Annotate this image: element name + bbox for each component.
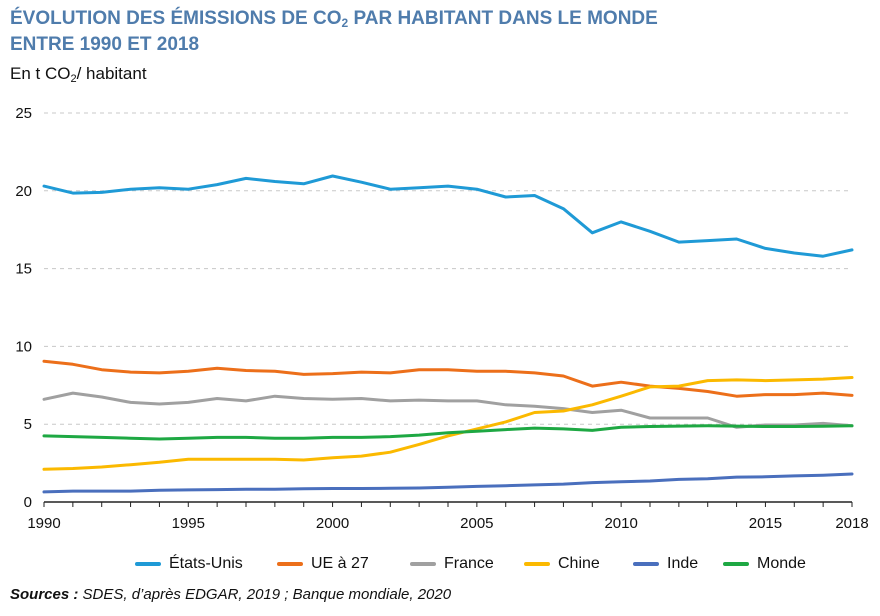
y-unit-label: En t CO2/ habitant xyxy=(10,64,147,85)
x-tick-label-2000: 2000 xyxy=(316,515,349,532)
sources-label: Sources : xyxy=(10,586,79,603)
series-line-2 xyxy=(42,391,854,429)
chart-title: ÉVOLUTION DES ÉMISSIONS DE CO2 PAR HABIT… xyxy=(10,8,870,55)
series-line-1 xyxy=(42,359,854,398)
y-tick-label-20: 20 xyxy=(15,183,32,200)
legend-swatch-3 xyxy=(524,562,550,566)
legend-item-1: UE à 27 xyxy=(277,552,369,576)
series-line-0 xyxy=(42,174,854,258)
legend-item-4: Inde xyxy=(633,552,698,576)
y-tick-label-5: 5 xyxy=(24,416,32,433)
unit-a: En t CO xyxy=(10,64,71,83)
y-tick-label-10: 10 xyxy=(15,338,32,355)
x-tick-label-2018: 2018 xyxy=(835,515,868,532)
y-tick-label-15: 15 xyxy=(15,261,32,278)
legend-item-3: Chine xyxy=(524,552,600,576)
series-line-4 xyxy=(42,472,854,494)
legend-item-5: Monde xyxy=(723,552,806,576)
legend-swatch-0 xyxy=(135,562,161,566)
title-subscript: 2 xyxy=(341,16,349,30)
legend-item-0: États-Unis xyxy=(135,552,243,576)
title-line2: ENTRE 1990 ET 2018 xyxy=(10,34,200,55)
line-chart: 0 5 10 15 20 25 1990 1995 2000 2005 2010 2015 2018 xyxy=(15,105,868,532)
legend-label-5: Monde xyxy=(757,555,806,572)
unit-subscript: 2 xyxy=(70,73,77,85)
legend-item-2: France xyxy=(410,552,494,576)
sources-text: SDES, d’après EDGAR, 2019 ; Banque mondi… xyxy=(78,586,452,603)
title-line1-a: ÉVOLUTION DES ÉMISSIONS DE CO xyxy=(10,8,342,29)
legend-label-3: Chine xyxy=(558,555,600,572)
x-tick-label-2010: 2010 xyxy=(604,515,637,532)
sources-note: Sources : SDES, d’après EDGAR, 2019 ; Ba… xyxy=(10,586,451,603)
legend-swatch-2 xyxy=(410,562,436,566)
x-tick-label-1995: 1995 xyxy=(172,515,205,532)
legend-label-4: Inde xyxy=(667,555,699,572)
legend-label-0: États-Unis xyxy=(169,555,243,572)
legend-swatch-1 xyxy=(277,562,303,566)
x-tick-label-2015: 2015 xyxy=(749,515,782,532)
legend-label-1: UE à 27 xyxy=(311,555,369,572)
y-tick-label-25: 25 xyxy=(15,105,32,122)
series-line-5 xyxy=(42,424,854,441)
series-line-3 xyxy=(42,376,854,471)
legend-swatch-4 xyxy=(633,562,659,566)
unit-b: / habitant xyxy=(76,64,147,83)
legend: États-Unis UE à 27 France Chine Inde Monde xyxy=(0,552,880,576)
x-tick-label-1990: 1990 xyxy=(27,515,60,532)
x-tick-label-2005: 2005 xyxy=(460,515,493,532)
legend-swatch-5 xyxy=(723,562,749,566)
legend-label-2: France xyxy=(444,555,494,572)
title-line1-b: PAR HABITANT DANS LE MONDE xyxy=(348,8,658,29)
y-tick-label-0: 0 xyxy=(24,494,32,511)
